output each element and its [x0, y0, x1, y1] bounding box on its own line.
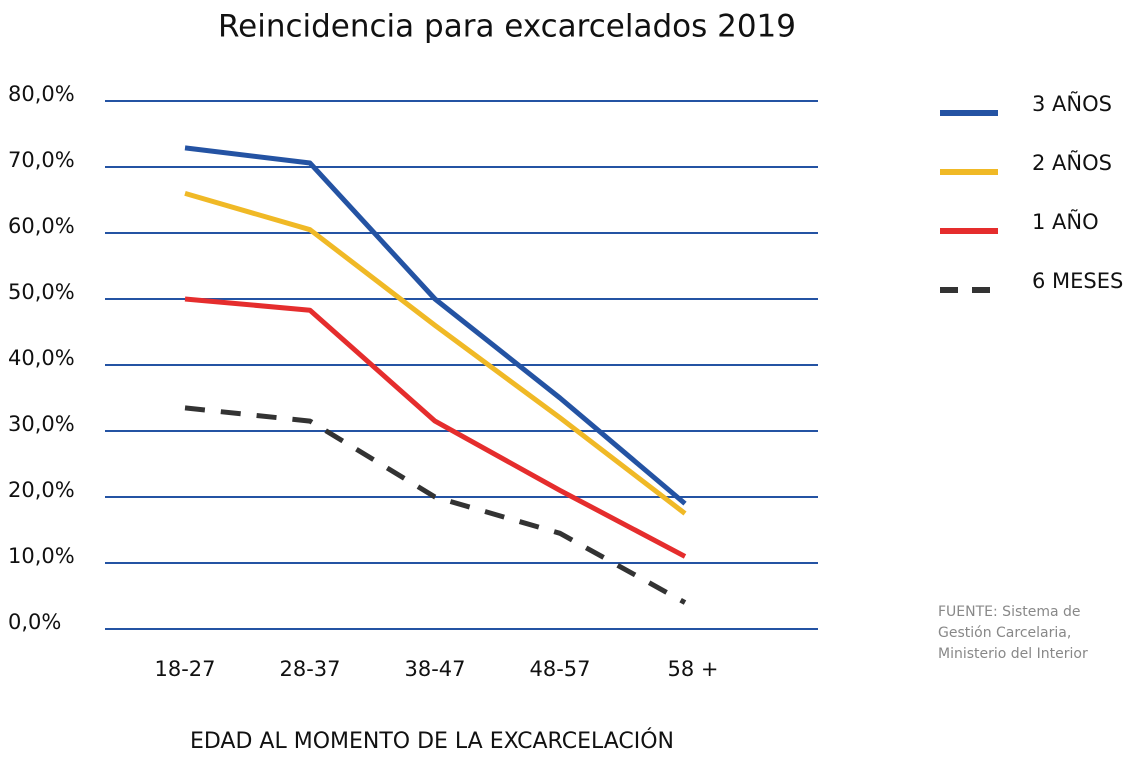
series-line — [184, 296, 687, 559]
source-note: Gestión Carcelaria, — [938, 625, 1071, 641]
y-tick-label: 30,0% — [8, 412, 75, 436]
y-tick-label: 60,0% — [8, 214, 75, 238]
y-tick-label: 10,0% — [8, 544, 75, 568]
series-line — [184, 405, 687, 605]
x-tick-label: 28-37 — [279, 657, 340, 681]
legend-label: 6 MESES — [1032, 269, 1123, 293]
y-tick-label: 70,0% — [8, 148, 75, 172]
x-tick-label: 58 + — [668, 657, 719, 681]
x-tick-label: 48-57 — [529, 657, 590, 681]
x-tick-label: 18-27 — [154, 657, 215, 681]
series-line — [184, 145, 687, 506]
y-tick-label: 40,0% — [8, 346, 75, 370]
source-note: Ministerio del Interior — [938, 646, 1088, 662]
y-tick-label: 0,0% — [8, 610, 61, 634]
x-tick-label: 38-47 — [404, 657, 465, 681]
legend-label: 2 AÑOS — [1032, 149, 1112, 175]
y-tick-label: 50,0% — [8, 280, 75, 304]
source-note: FUENTE: Sistema de — [938, 604, 1081, 620]
x-axis-label: EDAD AL MOMENTO DE LA EXCARCELACIÓN — [190, 728, 674, 754]
y-tick-label: 80,0% — [8, 82, 75, 106]
legend-label: 1 AÑO — [1032, 208, 1099, 234]
chart-title: Reincidencia para excarcelados 2019 — [218, 9, 796, 45]
y-tick-label: 20,0% — [8, 478, 75, 502]
series-line — [184, 190, 687, 516]
legend-label: 3 AÑOS — [1032, 90, 1112, 116]
